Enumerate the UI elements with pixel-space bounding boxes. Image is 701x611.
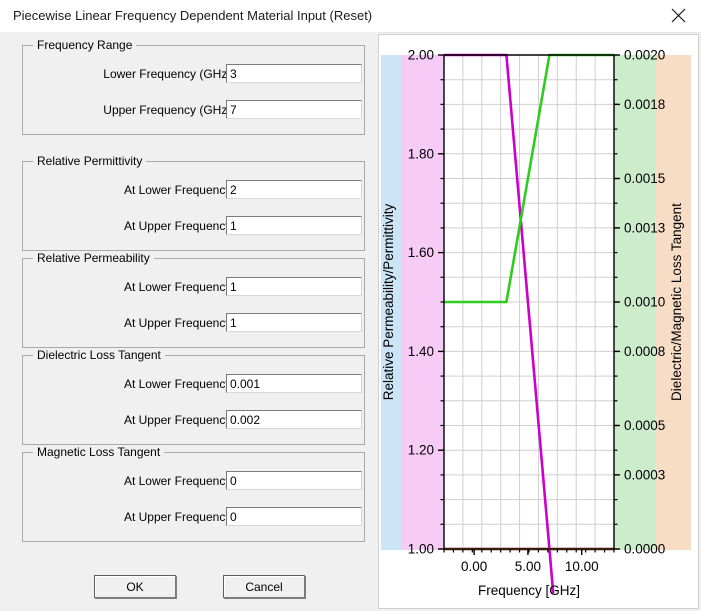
cancel-button[interactable]: Cancel: [223, 575, 305, 598]
group-relative-permittivity: Relative Permittivity At Lower Frequency…: [22, 154, 365, 251]
label-permeability-upper: At Upper Frequency :: [123, 316, 238, 330]
left-outer-band: [381, 55, 401, 550]
label-permittivity-upper: At Upper Frequency :: [123, 219, 238, 233]
label-magnetic-upper: At Upper Frequency :: [123, 510, 238, 524]
title-bar: Piecewise Linear Frequency Dependent Mat…: [0, 0, 701, 33]
settings-form-panel: Frequency Range Lower Frequency (GHz) : …: [0, 32, 378, 611]
input-upper-frequency[interactable]: [226, 100, 362, 119]
material-property-chart: 1.00 1.20 1.40 1.60 1.80 2.00 0.0000 0.0003 0.00…: [378, 34, 699, 609]
right-outer-band: [655, 55, 691, 550]
tick-label-right-axis: 0.0010: [624, 295, 665, 310]
label-magnetic-lower: At Lower Frequency :: [123, 474, 238, 488]
label-permittivity-lower: At Lower Frequency :: [123, 183, 238, 197]
tick-label-left-axis: 1.00: [408, 542, 434, 557]
input-magnetic-upper[interactable]: [226, 507, 362, 526]
close-icon: [671, 8, 686, 23]
tick-label-right-axis: 0.0008: [624, 344, 665, 359]
label-dielectric-upper: At Upper Frequency :: [123, 413, 238, 427]
label-lower-frequency: Lower Frequency (GHz) :: [103, 67, 238, 81]
y-axis-title-left: Relative Permeability/Permittivity: [381, 203, 396, 400]
tick-label-left-axis: 1.60: [408, 245, 434, 260]
label-upper-frequency: Upper Frequency (GHz) :: [103, 103, 238, 117]
input-permeability-lower[interactable]: [226, 277, 362, 296]
group-title-relative-permittivity: Relative Permittivity: [33, 154, 147, 168]
tick-label-right-axis: 0.0020: [624, 48, 665, 63]
x-axis-title: Frequency [GHz]: [478, 583, 580, 598]
grid-lines: [444, 55, 614, 549]
group-title-frequency-range: Frequency Range: [33, 38, 137, 52]
input-lower-frequency[interactable]: [226, 64, 362, 83]
ok-button[interactable]: OK: [94, 575, 176, 598]
right-inner-band: [614, 55, 655, 550]
tick-label-right-axis: 0.0018: [624, 97, 665, 112]
tick-label-right-axis: 0.0013: [624, 220, 665, 235]
tick-label-left-axis: 1.80: [408, 146, 434, 161]
tick-label-x-axis: 0.00: [461, 559, 487, 574]
group-title-magnetic-loss-tangent: Magnetic Loss Tangent: [33, 445, 165, 459]
tick-label-left-axis: 1.40: [408, 344, 434, 359]
input-dielectric-lower[interactable]: [226, 374, 362, 393]
input-permeability-upper[interactable]: [226, 313, 362, 332]
group-title-dielectric-loss-tangent: Dielectric Loss Tangent: [33, 348, 165, 362]
tick-label-right-axis: 0.0000: [624, 542, 665, 557]
y-axis-title-right: Dielectric/Magnetic Loss Tangent: [669, 203, 684, 401]
input-permittivity-upper[interactable]: [226, 216, 362, 235]
group-title-relative-permeability: Relative Permeability: [33, 251, 154, 265]
input-dielectric-upper[interactable]: [226, 410, 362, 429]
tick-label-left-axis: 2.00: [408, 48, 434, 63]
group-frequency-range: Frequency Range Lower Frequency (GHz) : …: [22, 38, 365, 135]
group-magnetic-loss-tangent: Magnetic Loss Tangent At Lower Frequency…: [22, 445, 365, 542]
label-dielectric-lower: At Lower Frequency :: [123, 377, 238, 391]
tick-label-right-axis: 0.0003: [624, 467, 665, 482]
chart-svg: 1.00 1.20 1.40 1.60 1.80 2.00 0.0000 0.0003 0.00…: [381, 48, 691, 598]
tick-label-right-axis: 0.0005: [624, 418, 665, 433]
group-relative-permeability: Relative Permeability At Lower Frequency…: [22, 251, 365, 348]
tick-label-x-axis: 10.00: [565, 559, 599, 574]
tick-label-right-axis: 0.0015: [624, 171, 665, 186]
tick-label-left-axis: 1.20: [408, 443, 434, 458]
close-button[interactable]: [656, 0, 701, 31]
input-permittivity-lower[interactable]: [226, 180, 362, 199]
input-magnetic-lower[interactable]: [226, 471, 362, 490]
label-permeability-lower: At Lower Frequency :: [123, 280, 238, 294]
tick-label-x-axis: 5.00: [515, 559, 541, 574]
group-dielectric-loss-tangent: Dielectric Loss Tangent At Lower Frequen…: [22, 348, 365, 445]
left-inner-band: [401, 55, 444, 550]
window-title: Piecewise Linear Frequency Dependent Mat…: [13, 8, 373, 23]
